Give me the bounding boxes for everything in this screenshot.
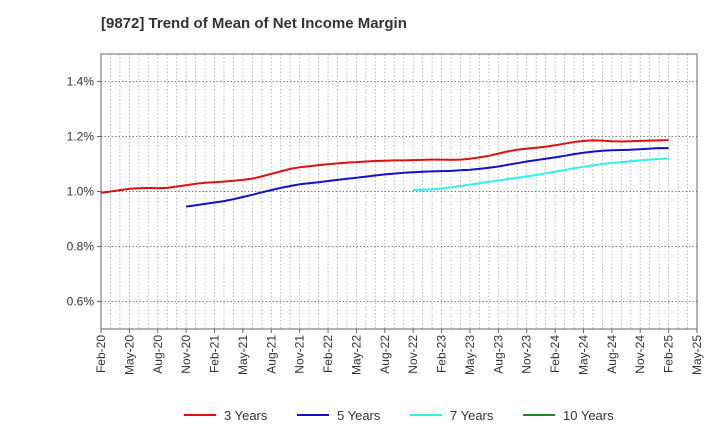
x-tick-label: Nov-21: [293, 335, 307, 374]
legend-label: 5 Years: [337, 408, 381, 423]
x-axis-ticks: Feb-20 May-20 Aug-20 Nov-20 Feb-21 May-21 Aug-…: [94, 329, 704, 375]
series-line-3-years: [100, 139, 669, 194]
y-tick-label: 0.6%: [67, 295, 95, 309]
x-tick-label: May-24: [576, 335, 590, 375]
x-tick-label: May-25: [690, 335, 704, 375]
x-tick-label: Feb-21: [208, 335, 222, 373]
legend: 3 Years 5 Years 7 Years 10 Years: [184, 408, 614, 423]
y-axis-ticks: 0.6% 0.8% 1.0% 1.2% 1.4%: [67, 75, 101, 309]
x-tick-label: May-23: [463, 335, 477, 375]
x-tick-label: Feb-25: [662, 335, 676, 373]
x-tick-label: Nov-20: [179, 335, 193, 374]
x-tick-label: Aug-24: [605, 335, 619, 374]
x-tick-label: May-21: [236, 335, 250, 375]
chart-title: [9872] Trend of Mean of Net Income Margi…: [101, 15, 407, 32]
y-tick-label: 1.0%: [67, 185, 95, 199]
x-tick-label: Nov-24: [633, 335, 647, 374]
x-tick-label: Nov-23: [520, 335, 534, 374]
x-tick-label: May-20: [122, 335, 136, 375]
series-line-5-years: [185, 147, 669, 208]
y-tick-label: 1.4%: [67, 75, 95, 89]
x-tick-label: Aug-21: [264, 335, 278, 374]
series-lines: [100, 139, 669, 208]
x-tick-label: Feb-23: [435, 335, 449, 373]
x-tick-label: Aug-22: [378, 335, 392, 374]
series-line-7-years: [413, 157, 669, 192]
legend-label: 3 Years: [224, 408, 268, 423]
x-tick-label: Feb-20: [94, 335, 108, 373]
x-tick-label: Feb-24: [548, 335, 562, 373]
x-tick-label: Feb-22: [321, 335, 335, 373]
x-tick-label: Aug-23: [491, 335, 505, 374]
x-tick-label: Nov-22: [406, 335, 420, 374]
x-tick-label: Aug-20: [151, 335, 165, 374]
legend-label: 10 Years: [563, 408, 614, 423]
y-tick-label: 0.8%: [67, 240, 95, 254]
legend-label: 7 Years: [450, 408, 494, 423]
x-tick-label: May-22: [349, 335, 363, 375]
y-tick-label: 1.2%: [67, 130, 95, 144]
